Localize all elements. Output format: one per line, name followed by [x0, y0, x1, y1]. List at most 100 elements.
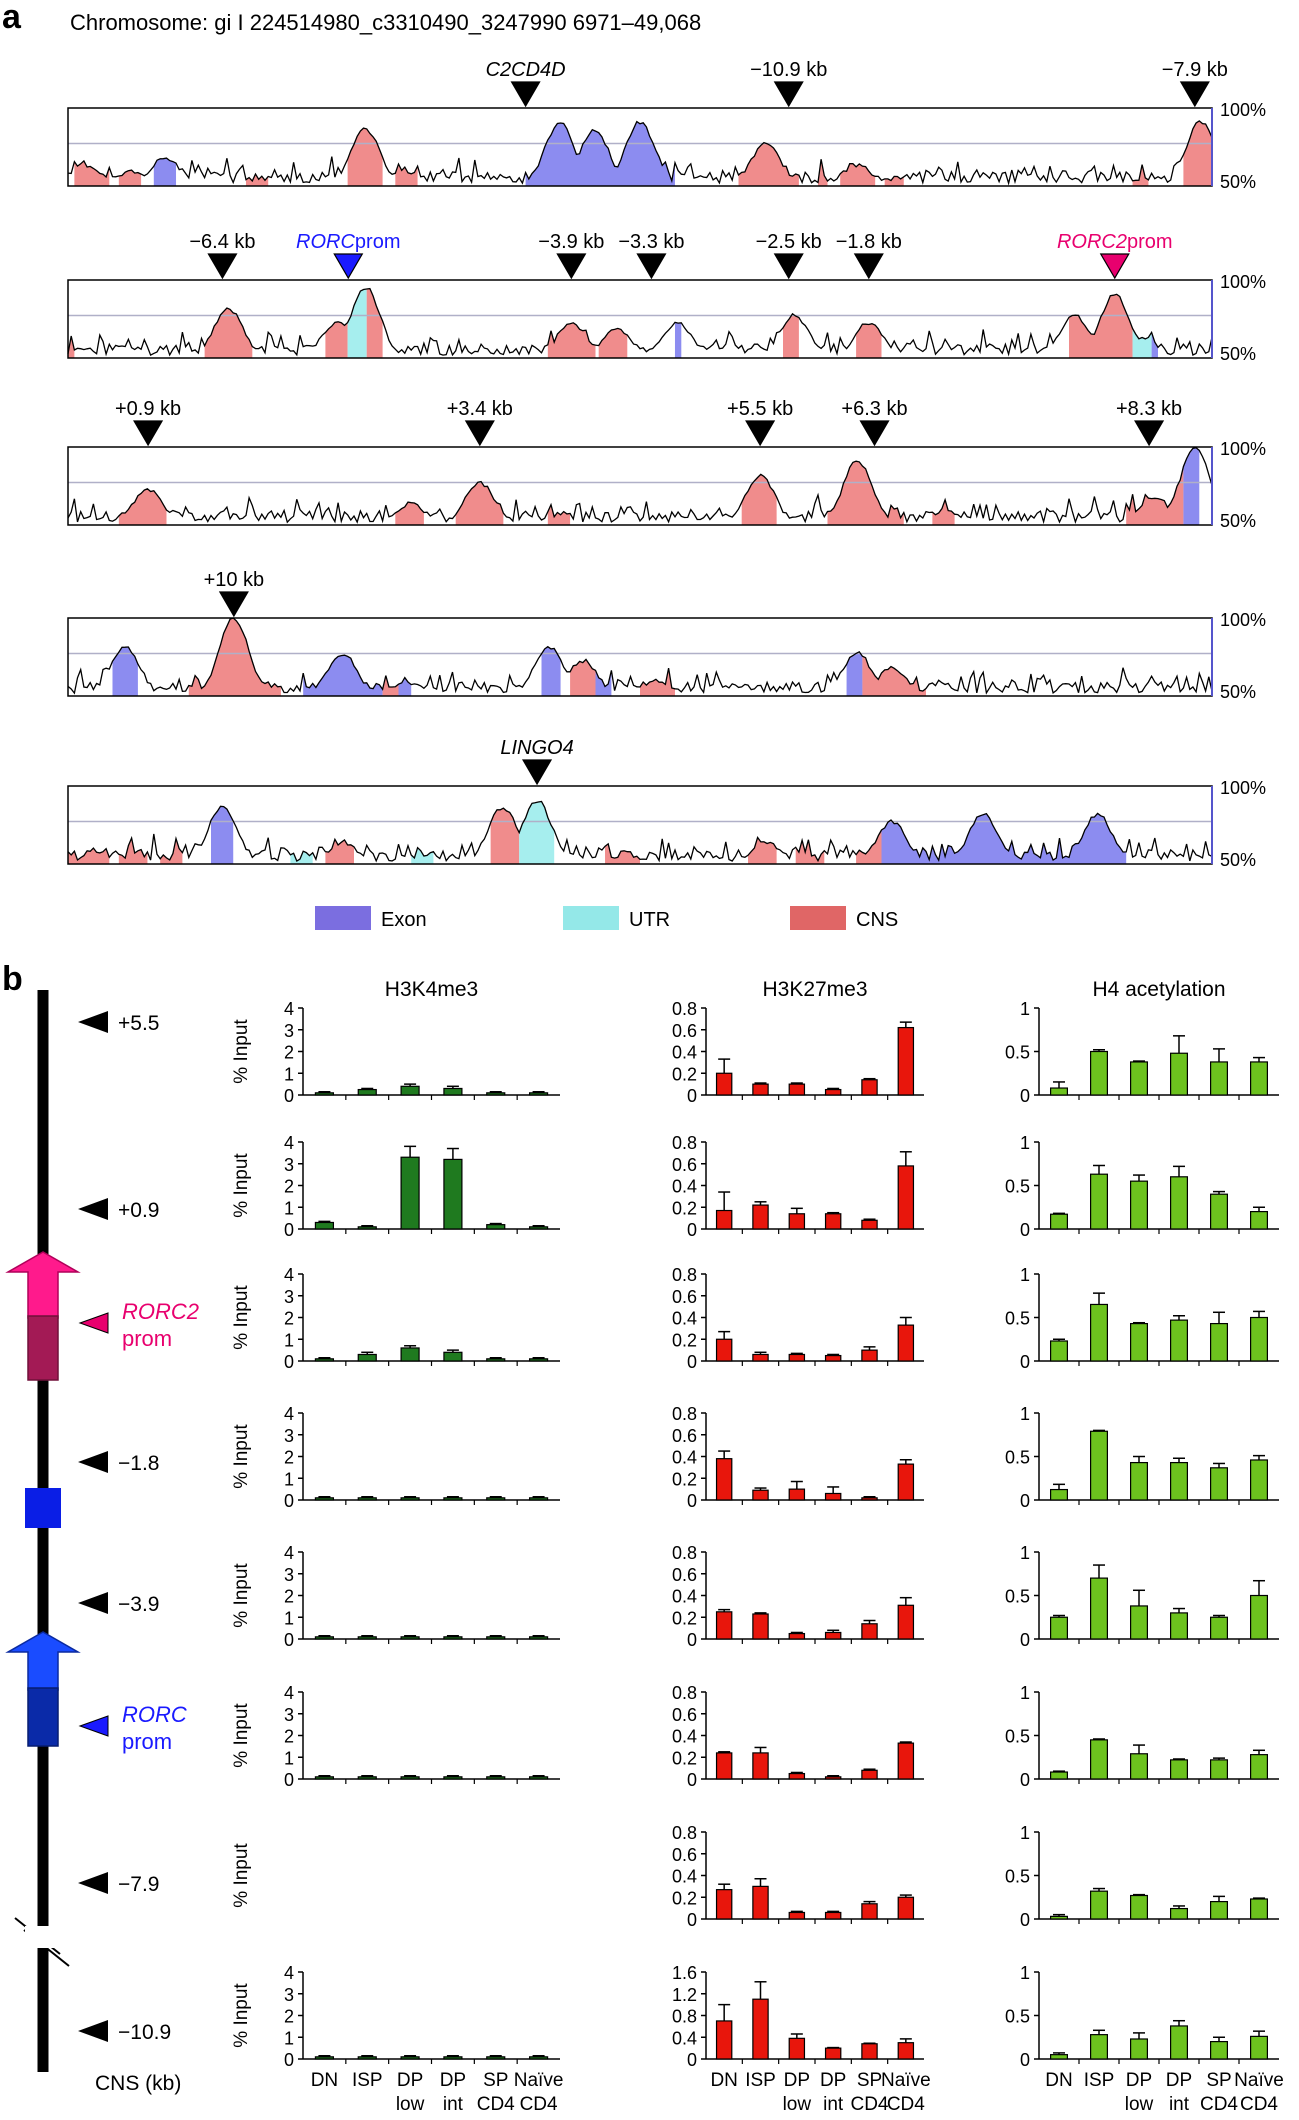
bar — [1049, 1213, 1068, 1230]
marker-triangle — [521, 759, 553, 786]
vista-row: 100% 50% +10 kb — [67, 569, 1266, 702]
vista-pct-top: 100% — [1220, 100, 1266, 120]
bar — [357, 1497, 377, 1501]
locus-marker-triangle — [78, 1451, 108, 1473]
y-tick-label: 2 — [284, 1727, 294, 1747]
vista-region-cns — [856, 323, 882, 358]
bar — [443, 1497, 463, 1501]
marker-triangle — [207, 253, 238, 280]
vista-region-cns — [598, 328, 628, 358]
bar — [752, 1613, 769, 1640]
y-tick-label: 0 — [1020, 1630, 1030, 1650]
x-category-label: CD4 — [850, 2094, 888, 2115]
bar — [824, 2047, 842, 2060]
x-category-label: int — [823, 2094, 844, 2115]
vista-region-cns — [118, 488, 167, 525]
y-tick-label: 0.6 — [672, 1155, 697, 1175]
y-tick-label: 0 — [1020, 1770, 1030, 1790]
marker-triangle — [333, 253, 364, 280]
column-title: H3K27me3 — [762, 978, 867, 1001]
marker-triangle — [510, 81, 541, 108]
y-tick-label: 0.8 — [672, 1823, 697, 1843]
legend-label-utr: UTR — [629, 909, 670, 931]
bar-panel: 00.51 — [1005, 999, 1279, 1106]
locus-diagram: +5.5+0.9RORC2prom−1.8−3.9RORCprom−7.9−10… — [5, 990, 199, 2095]
bar — [486, 1224, 506, 1230]
vista-region-cns — [862, 656, 926, 696]
x-category-label: CD4 — [1240, 2094, 1278, 2115]
bar — [788, 1083, 806, 1096]
bar — [1089, 1430, 1108, 1501]
locus-marker-triangle — [78, 1592, 108, 1614]
y-tick-label: 0.2 — [672, 1748, 697, 1768]
bar — [314, 1092, 335, 1096]
bar — [788, 1213, 806, 1230]
y-tick-label: 0.4 — [672, 1448, 697, 1468]
y-tick-label: 1 — [284, 2028, 294, 2048]
vista-region-cns — [325, 839, 354, 864]
x-category-label: low — [1125, 2094, 1154, 2115]
bar — [752, 1083, 769, 1096]
vista-region-cns — [783, 313, 799, 358]
vista-region-utr — [347, 289, 367, 358]
y-tick-label: 1 — [284, 1608, 294, 1628]
y-tick-label: 2 — [284, 1448, 294, 1468]
y-tick-label: 1 — [284, 1748, 294, 1768]
y-tick-label: 0.8 — [672, 1404, 697, 1424]
bar — [1249, 1594, 1268, 1640]
vista-pct-bottom: 50% — [1220, 344, 1256, 364]
bar — [1089, 2034, 1108, 2060]
bar — [1249, 2035, 1268, 2060]
rorc2-arrow-icon — [5, 1251, 81, 1319]
bar — [1169, 1907, 1188, 1920]
bar-panel: 00.51 — [1005, 1265, 1279, 1372]
bar — [1209, 1193, 1228, 1230]
y-tick-label: 1 — [284, 1469, 294, 1489]
y-tick-label: 1 — [1020, 1265, 1030, 1285]
bar — [752, 1353, 769, 1362]
locus-marker-label: −7.9 — [118, 1873, 159, 1896]
y-tick-label: 0 — [687, 1220, 697, 1240]
vista-region-cns — [640, 668, 675, 696]
y-tick-label: 0 — [284, 1352, 294, 1372]
bar — [897, 1324, 915, 1362]
x-category-label: CD4 — [477, 2094, 515, 2115]
bar — [1209, 1759, 1228, 1780]
bar — [788, 1353, 806, 1362]
y-tick-label: 0 — [1020, 1352, 1030, 1372]
vista-region-exon — [525, 121, 675, 186]
y-tick-label: 0.8 — [672, 1265, 697, 1285]
marker-label: −6.4 kb — [189, 231, 255, 253]
vista-pct-top: 100% — [1220, 272, 1266, 292]
bar — [314, 2056, 335, 2060]
y-tick-label: 4 — [284, 1543, 294, 1563]
bar — [1049, 1915, 1068, 1920]
vista-region-cns — [1069, 294, 1133, 358]
x-category-label: DP — [784, 2070, 810, 2091]
y-tick-label: 0.5 — [1005, 2007, 1030, 2027]
marker-triangle — [859, 420, 890, 447]
bar — [528, 1636, 549, 1640]
y-tick-label: 1 — [284, 1064, 294, 1084]
vista-region-cns — [795, 839, 825, 864]
bar — [1129, 1061, 1148, 1096]
marker-label: −7.9 kb — [1162, 59, 1228, 81]
bar — [897, 2042, 915, 2060]
y-tick-label: 1 — [1020, 999, 1030, 1019]
bar — [400, 1776, 420, 1780]
y-tick-label: 0.5 — [1005, 1309, 1030, 1329]
y-tick-label: 2 — [284, 1043, 294, 1063]
y-tick-label: 4 — [284, 999, 294, 1019]
bar — [788, 2037, 806, 2060]
bar — [715, 1611, 733, 1640]
bar-panel: 00.20.40.60.8 — [672, 1823, 924, 1930]
vista-region-cns — [204, 308, 253, 358]
bar — [443, 1776, 463, 1780]
bar — [1249, 1316, 1268, 1362]
bar — [1129, 1753, 1148, 1780]
x-category-label: int — [443, 2094, 464, 2115]
vista-region-exon — [846, 651, 863, 696]
bar — [528, 1092, 549, 1096]
x-category-label: CD4 — [520, 2094, 558, 2115]
